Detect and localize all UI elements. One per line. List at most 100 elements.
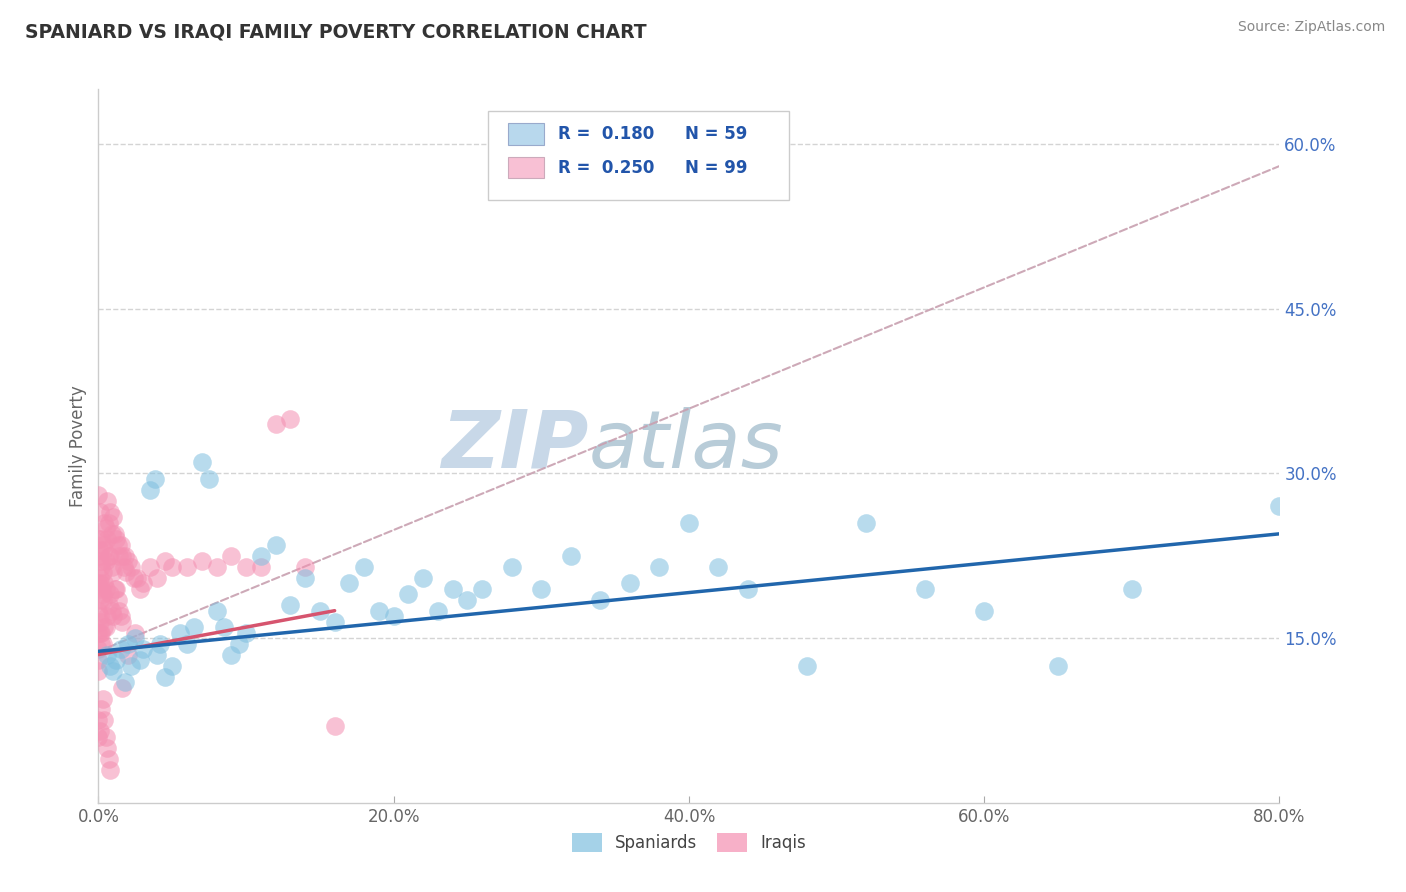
Point [114,549,136,563]
Point [441,582,464,596]
Point [198,472,221,486]
Point [96,740,118,755]
Point [87,653,110,667]
Point [89,724,111,739]
Point [90,625,112,640]
Point [176,559,198,574]
Point [91,637,114,651]
Point [89,609,111,624]
Text: N = 59: N = 59 [685,125,748,143]
Point [1046,658,1070,673]
Point [87,533,110,547]
Point [96,494,118,508]
Point [855,516,877,530]
Point [90,533,112,547]
Point [339,576,361,591]
Point [108,604,131,618]
Point [707,559,730,574]
Point [94,521,117,535]
Point [412,571,434,585]
Point [153,554,176,568]
Point [111,549,134,563]
Point [87,642,110,657]
Point [96,533,118,547]
Point [90,637,112,651]
Point [91,691,114,706]
Point [97,549,120,563]
Point [111,615,134,629]
Point [169,625,191,640]
Point [530,582,553,596]
Point [93,620,115,634]
FancyBboxPatch shape [488,111,789,200]
Point [87,488,110,502]
Point [323,615,346,629]
Point [87,625,110,640]
Point [87,730,110,744]
Point [250,559,273,574]
Point [91,592,114,607]
Point [89,592,111,607]
Point [89,576,111,591]
Point [205,604,228,618]
Point [91,587,114,601]
Point [162,559,183,574]
Point [89,625,111,640]
Point [143,472,166,486]
Point [91,538,114,552]
Point [205,559,228,574]
Point [93,576,115,591]
Point [132,642,155,657]
Point [122,571,145,585]
Point [97,598,120,612]
Point [96,648,118,662]
Point [87,576,110,591]
Y-axis label: Family Poverty: Family Poverty [69,385,87,507]
Point [125,571,148,585]
Point [457,592,479,607]
Point [1268,500,1291,514]
Point [114,675,136,690]
Point [471,582,494,596]
Point [153,669,176,683]
Point [235,625,257,640]
FancyBboxPatch shape [508,123,544,145]
Point [619,576,641,591]
Point [94,582,117,596]
Text: atlas: atlas [589,407,783,485]
FancyBboxPatch shape [508,157,544,178]
Point [89,505,111,519]
Point [117,554,139,568]
Text: N = 99: N = 99 [685,159,748,177]
Point [678,516,700,530]
Point [221,549,243,563]
Point [111,681,134,695]
Point [110,538,132,552]
Point [128,582,150,596]
Legend: Spaniards, Iraqis: Spaniards, Iraqis [565,826,813,859]
Point [648,126,671,140]
Point [93,516,115,530]
Point [93,543,115,558]
Point [89,615,111,629]
Point [162,658,183,673]
Point [382,609,405,624]
Point [353,559,375,574]
Point [117,648,139,662]
Point [264,538,287,552]
Point [128,653,150,667]
Point [103,566,125,580]
Point [183,620,205,634]
Text: R =  0.180: R = 0.180 [558,125,654,143]
Point [107,538,129,552]
Point [97,516,120,530]
Point [110,609,132,624]
Point [87,714,110,728]
Point [149,637,172,651]
Point [103,664,125,678]
Point [103,609,125,624]
Point [176,637,198,651]
Point [98,587,121,601]
Point [280,411,302,425]
Point [110,642,132,657]
